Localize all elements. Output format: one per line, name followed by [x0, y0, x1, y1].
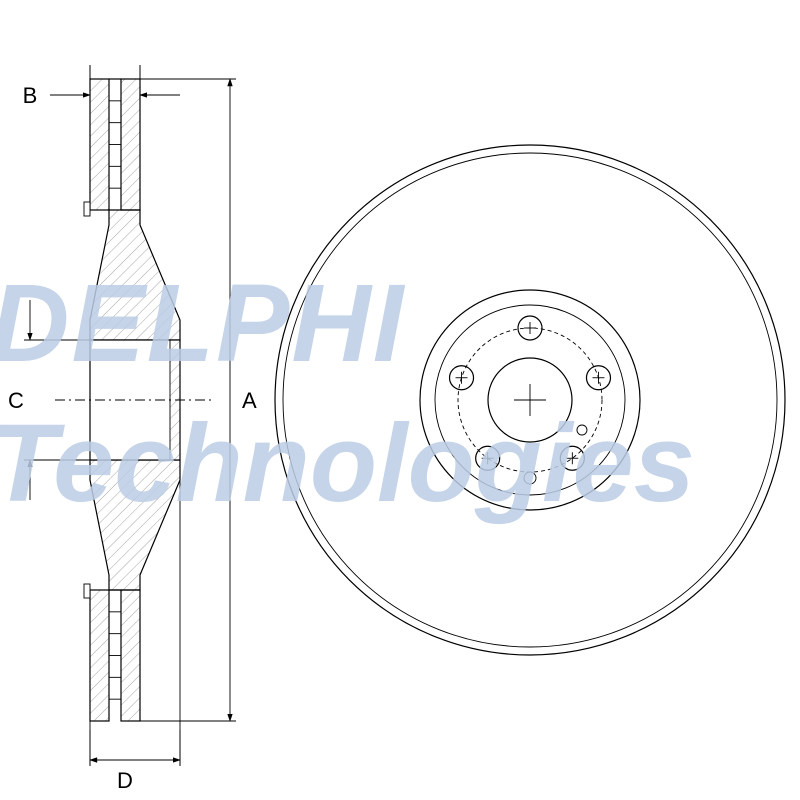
brake-disc-diagram: A B C D [0, 0, 800, 800]
svg-text:B: B [23, 83, 38, 108]
front-view [275, 145, 785, 655]
svg-text:D: D [117, 768, 133, 793]
side-view-section [55, 79, 215, 721]
svg-text:C: C [8, 388, 24, 413]
svg-text:A: A [242, 388, 257, 413]
